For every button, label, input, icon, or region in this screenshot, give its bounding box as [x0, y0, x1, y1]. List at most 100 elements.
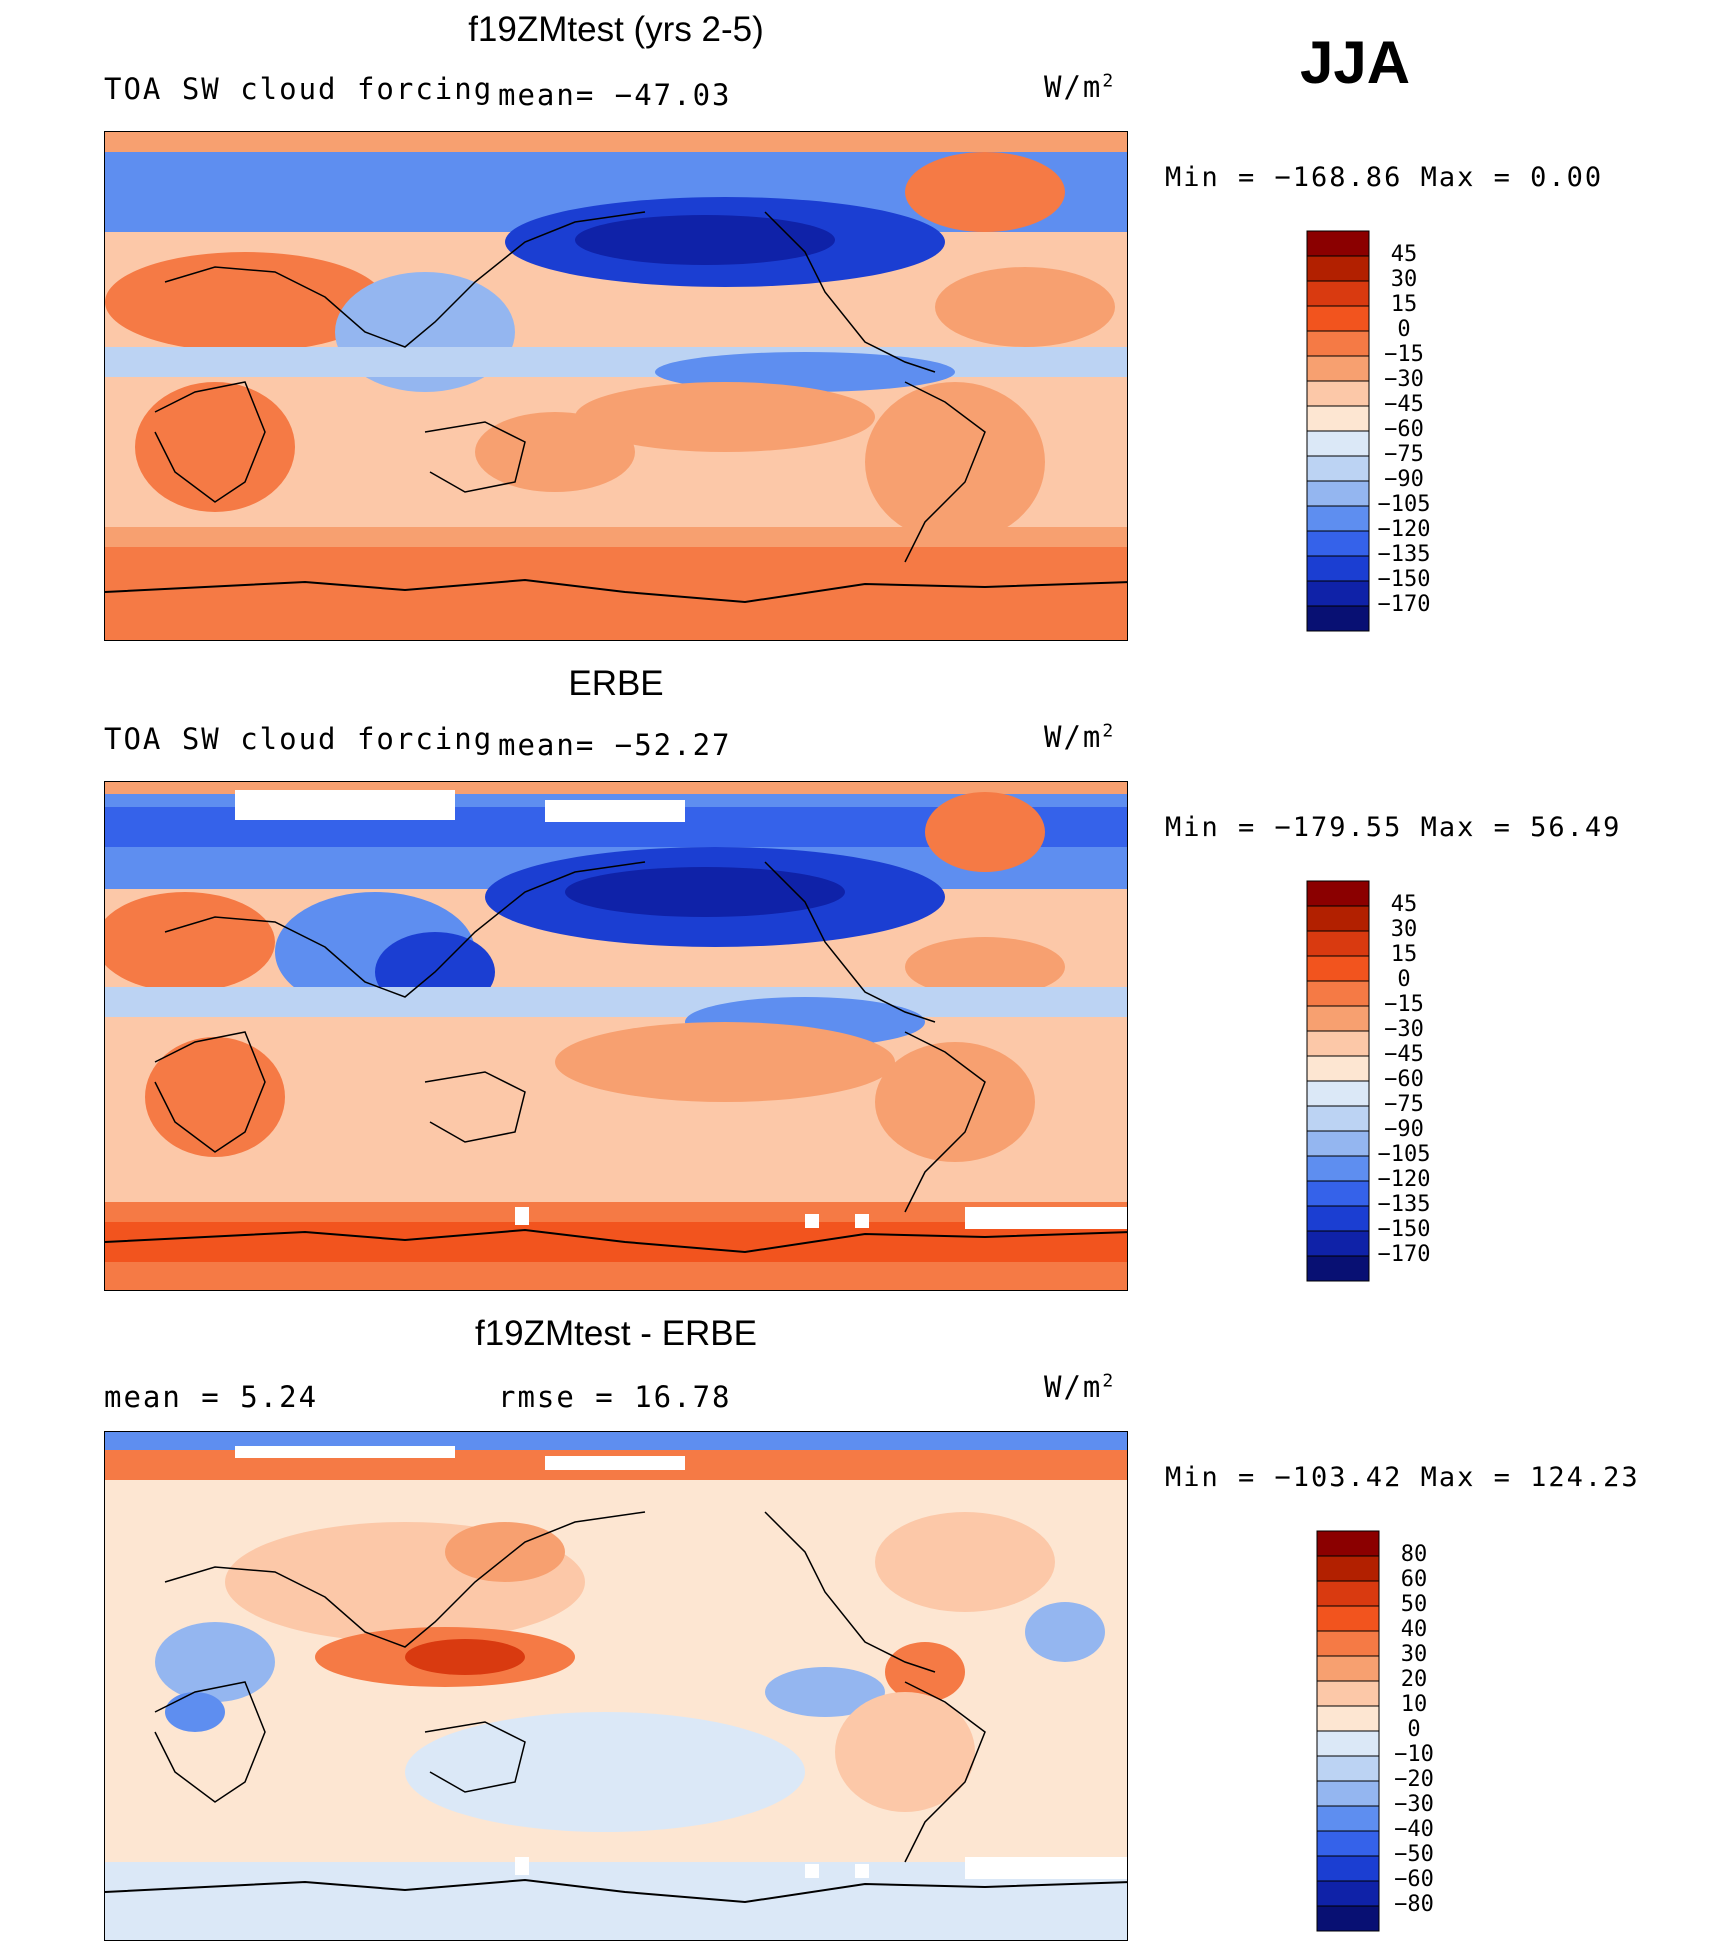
panel-2-units: W/m2: [1044, 720, 1116, 754]
colorbar-segment: [1316, 1680, 1380, 1707]
colorbar-segment: [1306, 355, 1370, 382]
panel-2-title: ERBE: [568, 664, 664, 703]
panel-3-rmse-label: rmse = 16.78: [498, 1380, 732, 1414]
season-label: JJA: [1300, 29, 1411, 96]
colorbar-segment: [1306, 1080, 1370, 1107]
colorbar-tick-label: 15: [1390, 292, 1418, 317]
colorbar-tick-label: −20: [1394, 1767, 1434, 1792]
colorbar-segment: [1306, 880, 1370, 907]
colorbar-tick-label: 45: [1390, 242, 1418, 267]
colorbar-tick-label: −170: [1377, 592, 1431, 617]
colorbar-segment: [1306, 1105, 1370, 1132]
colorbar-tick-label: −135: [1377, 1192, 1431, 1217]
panel-3-units: W/m2: [1044, 1370, 1116, 1404]
panel-2-minmax: Min = −179.55 Max = 56.49: [1165, 812, 1622, 843]
colorbar-segment: [1306, 930, 1370, 957]
colorbar-segment: [1306, 405, 1370, 432]
colorbar-tick-label: 80: [1400, 1542, 1428, 1567]
panel-2-map: [104, 781, 1128, 1291]
colorbar-tick-label: 15: [1390, 942, 1418, 967]
colorbar-segment: [1316, 1780, 1380, 1807]
colorbar-segment: [1306, 305, 1370, 332]
colorbar-segment: [1306, 480, 1370, 507]
colorbar-segment: [1306, 380, 1370, 407]
colorbar-svg: [1306, 230, 1370, 632]
colorbar-segment: [1316, 1805, 1380, 1832]
colorbar-tick-label: −75: [1384, 442, 1424, 467]
colorbar-tick-label: −60: [1384, 1067, 1424, 1092]
colorbar-tick-label: −50: [1394, 1842, 1434, 1867]
colorbar-segment: [1306, 980, 1370, 1007]
panel-3-colorbar: 80 60 50 40 30 20 10 0 −10 −20 −30 −40 −50 −60 −80: [1316, 1530, 1434, 1937]
colorbar-tick-label: −60: [1384, 417, 1424, 442]
colorbar-segment: [1306, 955, 1370, 982]
colorbar-svg: [1316, 1530, 1380, 1932]
colorbar-tick-label: 45: [1390, 892, 1418, 917]
colorbar-segment: [1306, 1180, 1370, 1207]
colorbar-tick-label: −120: [1377, 517, 1431, 542]
colorbar-tick-label: −10: [1394, 1742, 1434, 1767]
colorbar-segment: [1316, 1555, 1380, 1582]
colorbar-tick-label: 10: [1400, 1692, 1428, 1717]
colorbar-segment: [1316, 1580, 1380, 1607]
colorbar-segment: [1306, 280, 1370, 307]
colorbar-segment: [1306, 530, 1370, 557]
colorbar-segment: [1306, 505, 1370, 532]
panel-1-map-field: [105, 132, 1127, 640]
colorbar-tick-label: 30: [1390, 917, 1418, 942]
colorbar-segment: [1316, 1855, 1380, 1882]
colorbar-segment: [1316, 1630, 1380, 1657]
colorbar-tick-label: −30: [1384, 367, 1424, 392]
panel-3-title: f19ZMtest - ERBE: [474, 1314, 758, 1353]
panel-1-colorbar: 45 30 15 0 −15 −30 −45 −60 −75 −90 −105 −120 −135 −15…: [1306, 230, 1430, 637]
colorbar-segment: [1306, 1030, 1370, 1057]
panel-2-variable-label: TOA SW cloud forcing: [104, 722, 494, 756]
colorbar-tick-label: −105: [1377, 492, 1431, 517]
colorbar-segment: [1316, 1755, 1380, 1782]
colorbar-segment: [1306, 230, 1370, 257]
colorbar-segment: [1316, 1705, 1380, 1732]
panel-2-map-field: [105, 782, 1127, 1290]
panel-1-mean-label: mean= −47.03: [498, 78, 732, 112]
colorbar-segment: [1316, 1605, 1380, 1632]
colorbar-segment: [1306, 905, 1370, 932]
colorbar-segment: [1306, 1205, 1370, 1232]
colorbar-tick-label: 0: [1407, 1717, 1421, 1742]
panel-3-mean-label: mean = 5.24: [104, 1380, 319, 1414]
panel-1-minmax: Min = −168.86 Max = 0.00: [1165, 162, 1604, 193]
panel-3-map-field: [105, 1432, 1127, 1940]
colorbar-tick-label: 0: [1397, 317, 1411, 342]
colorbar-segment: [1306, 580, 1370, 607]
colorbar-segment: [1306, 1230, 1370, 1257]
panel-3-map: [104, 1431, 1128, 1941]
colorbar-tick-label: −75: [1384, 1092, 1424, 1117]
panel-1-units: W/m2: [1044, 70, 1116, 104]
colorbar-segment: [1316, 1880, 1380, 1907]
panel-1-variable-label: TOA SW cloud forcing: [104, 72, 494, 106]
panel-2-mean-label: mean= −52.27: [498, 728, 732, 762]
colorbar-tick-label: −90: [1384, 467, 1424, 492]
panel-1-title: f19ZMtest (yrs 2-5): [468, 10, 764, 49]
colorbar-tick-label: 50: [1400, 1592, 1428, 1617]
colorbar-tick-label: −105: [1377, 1142, 1431, 1167]
colorbar-segment: [1316, 1830, 1380, 1857]
colorbar-tick-label: −15: [1384, 992, 1424, 1017]
colorbar-segment: [1306, 255, 1370, 282]
colorbar-tick-label: −40: [1394, 1817, 1434, 1842]
colorbar-tick-label: 0: [1397, 967, 1411, 992]
colorbar-segment: [1306, 455, 1370, 482]
colorbar-segment: [1316, 1655, 1380, 1682]
colorbar-tick-label: −80: [1394, 1892, 1434, 1917]
colorbar-tick-label: −150: [1377, 1217, 1431, 1242]
panel-1-map: [104, 131, 1128, 641]
colorbar-segment: [1316, 1530, 1380, 1557]
colorbar-segment: [1306, 1055, 1370, 1082]
colorbar-svg: [1306, 880, 1370, 1282]
colorbar-tick-label: −60: [1394, 1867, 1434, 1892]
colorbar-tick-label: 30: [1400, 1642, 1428, 1667]
colorbar-segment: [1306, 430, 1370, 457]
colorbar-tick-label: −45: [1384, 392, 1424, 417]
colorbar-tick-label: −30: [1384, 1017, 1424, 1042]
colorbar-segment: [1306, 555, 1370, 582]
colorbar-tick-label: −135: [1377, 542, 1431, 567]
